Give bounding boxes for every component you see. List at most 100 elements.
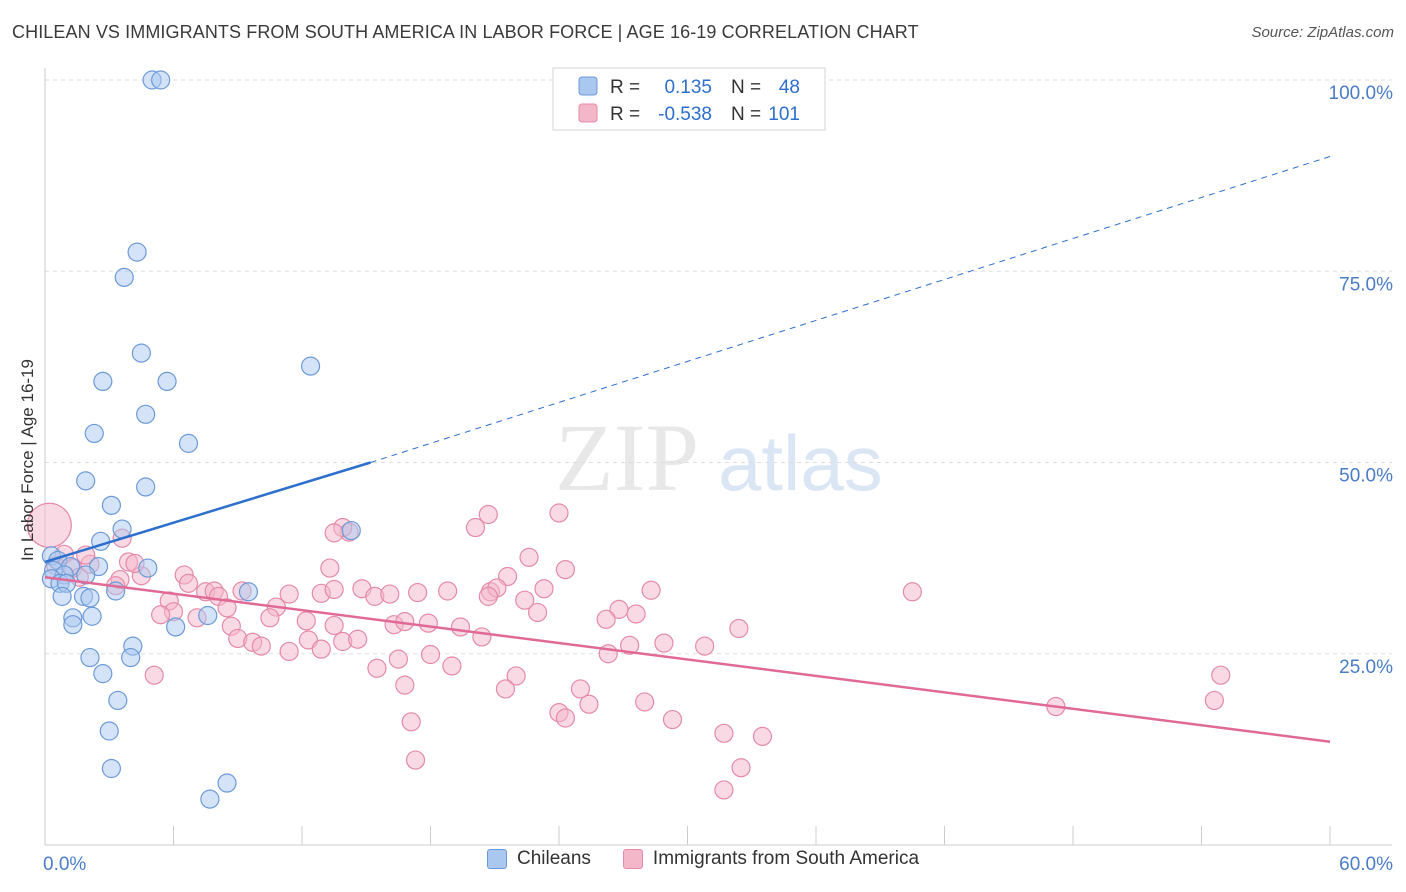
point-immigrants: [418, 613, 438, 633]
y-tick-label: 75.0%: [1339, 274, 1393, 295]
point-immigrants: [401, 712, 421, 732]
point-chileans: [52, 586, 72, 606]
point-chileans: [151, 70, 171, 90]
y-tick-label: 50.0%: [1339, 466, 1393, 487]
point-immigrants: [144, 665, 164, 685]
point-chileans: [93, 371, 113, 392]
legend-label-chileans: Chileans: [516, 848, 591, 869]
point-immigrants: [420, 644, 441, 665]
point-immigrants: [380, 584, 400, 604]
point-immigrants: [555, 708, 576, 728]
point-chileans: [63, 615, 83, 635]
tick-labels: 25.0% 50.0% 75.0% 100.0% 0.0% 60.0%: [43, 83, 1393, 875]
point-chileans: [101, 758, 121, 779]
point-immigrants: [729, 618, 749, 639]
point-chileans: [76, 565, 96, 585]
point-immigrants: [714, 723, 734, 743]
point-chileans: [82, 606, 102, 626]
series-legend: Chileans Immigrants from South America: [0, 848, 1406, 870]
point-immigrants: [478, 586, 498, 606]
point-immigrants: [324, 579, 344, 600]
point-chileans: [238, 582, 259, 602]
point-chileans: [121, 647, 141, 668]
point-immigrants: [320, 558, 340, 578]
point-immigrants: [279, 641, 299, 662]
point-chileans: [84, 423, 104, 444]
y-tick-label: 100.0%: [1329, 83, 1394, 104]
point-immigrants: [405, 750, 426, 770]
point-immigrants: [570, 679, 591, 699]
point-chileans: [166, 617, 186, 637]
point-immigrants: [1211, 665, 1231, 685]
point-immigrants: [695, 636, 715, 656]
point-immigrants: [388, 649, 408, 669]
point-immigrants: [324, 615, 344, 636]
point-chileans: [178, 433, 199, 453]
point-immigrants: [752, 726, 773, 746]
data-points: [26, 70, 1231, 809]
point-immigrants: [472, 627, 492, 647]
point-immigrants: [217, 598, 237, 618]
legend-swatch-pink: [622, 849, 643, 869]
point-chileans: [93, 664, 113, 684]
point-immigrants: [620, 635, 640, 655]
point-immigrants: [555, 559, 576, 580]
point-chileans: [131, 343, 151, 363]
point-chileans: [217, 773, 237, 793]
legend-item-immigrants: Immigrants from South America: [622, 848, 919, 870]
point-immigrants: [324, 523, 344, 543]
point-immigrants: [549, 503, 569, 523]
point-chileans: [198, 605, 218, 626]
point-immigrants: [519, 547, 539, 567]
point-immigrants: [534, 579, 554, 599]
point-immigrants: [635, 692, 655, 712]
legend-r-value-0: 0.135: [664, 77, 712, 98]
legend-r-label-1: R =: [610, 104, 640, 125]
legend-n-label-0: N =: [731, 77, 761, 98]
point-chileans: [127, 242, 147, 262]
point-immigrants: [654, 633, 674, 653]
point-immigrants: [1204, 690, 1224, 711]
point-chileans: [76, 471, 96, 491]
point-immigrants: [902, 582, 922, 602]
y-axis-label: In Labor Force | Age 16-19: [18, 359, 37, 561]
point-chileans: [138, 558, 158, 578]
legend-swatch-immigrants: [578, 103, 598, 123]
legend-swatch-chileans: [578, 76, 598, 96]
trend-line-chileans: [44, 461, 371, 564]
point-chileans: [108, 690, 128, 711]
stats-legend: R = 0.135 N = 48 R = -0.538 N = 101: [552, 67, 826, 131]
point-immigrants: [495, 679, 516, 699]
point-immigrants: [527, 602, 548, 623]
y-tick-label: 25.0%: [1339, 657, 1393, 678]
point-immigrants: [662, 709, 683, 730]
point-immigrants: [714, 780, 734, 800]
point-immigrants: [395, 675, 415, 695]
point-chileans: [99, 721, 119, 741]
legend-n-value-1: 101: [768, 104, 800, 125]
legend-n-value-0: 48: [779, 77, 800, 98]
watermark-zip: ZIP: [555, 404, 699, 511]
point-immigrants: [367, 658, 387, 678]
point-immigrants: [408, 582, 428, 603]
point-immigrants: [506, 666, 526, 686]
point-chileans: [341, 520, 361, 541]
gridlines: [45, 79, 1392, 655]
point-immigrants: [641, 580, 661, 600]
chart-title: CHILEAN VS IMMIGRANTS FROM SOUTH AMERICA…: [12, 22, 919, 42]
point-immigrants: [465, 517, 486, 538]
point-immigrants: [311, 639, 331, 659]
legend-item-chileans: Chileans: [486, 848, 591, 870]
legend-n-label-1: N =: [731, 104, 761, 125]
point-chileans: [200, 789, 220, 809]
point-immigrants: [151, 605, 171, 625]
point-chileans: [114, 267, 134, 287]
point-immigrants: [296, 611, 316, 631]
point-immigrants: [348, 629, 368, 649]
chart-source: Source: ZipAtlas.com: [1251, 24, 1394, 41]
point-immigrants: [515, 590, 535, 610]
point-immigrants: [442, 656, 462, 676]
point-immigrants: [626, 604, 646, 624]
point-chileans: [80, 647, 100, 668]
